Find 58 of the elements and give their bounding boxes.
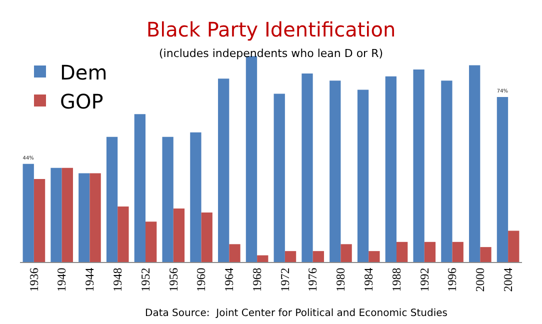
bar [229,244,240,262]
x-tick-label: 1984 [362,268,376,292]
x-tick-label: 1972 [278,268,292,292]
x-tick-label: 1960 [194,268,208,292]
x-tick-label: 1992 [417,268,432,292]
bar [413,70,424,262]
bar [312,251,324,262]
x-tick-label: 1964 [222,268,236,292]
bar [146,222,157,262]
bar [480,247,492,262]
bar [441,80,452,262]
bar [368,251,380,262]
x-tick-label: 1948 [110,268,125,292]
bar [106,136,118,262]
x-tick-label: 1956 [166,268,180,292]
bar [22,164,34,262]
x-tick-label: 1936 [26,268,41,292]
x-tick-label: 2004 [500,268,515,292]
bar [284,251,296,262]
bar [90,173,101,262]
bar [469,65,480,262]
source-note: Data Source: Joint Center for Political and Economic Studies [145,308,448,319]
bar [274,94,285,262]
bar [218,78,230,262]
x-tick-label: 1976 [306,268,320,292]
x-tick-label: 1944 [82,268,97,292]
legend-label: Dem [60,60,108,84]
bar [452,242,464,262]
bar [424,242,436,262]
chart-subtitle: (includes independents who lean D or R) [159,47,384,60]
bar [162,136,174,262]
bar [118,206,129,262]
bar [257,255,268,262]
bar [190,132,202,262]
chart-title: Black Party Identification [146,18,396,42]
bar [396,242,408,262]
x-tick-label: 1940 [54,268,69,292]
bar [201,212,212,262]
x-tick-label: 1968 [250,268,264,292]
bar [357,90,369,262]
x-tick-label: 1996 [445,268,460,292]
bar [302,74,313,262]
bar [330,80,341,262]
bar [340,244,352,262]
bar [62,168,73,262]
bar [50,168,62,262]
bar [385,76,396,262]
bar [496,96,508,262]
bar [508,230,520,262]
x-tick-label: 1980 [334,268,348,292]
bar [134,114,146,262]
bar [173,208,185,262]
legend-label: GOP [60,89,104,114]
x-tick-label: 1952 [138,268,152,292]
x-tick-label: 1988 [389,268,404,292]
bar [34,179,46,262]
bar [78,173,90,262]
x-tick-label: 2000 [473,268,488,292]
